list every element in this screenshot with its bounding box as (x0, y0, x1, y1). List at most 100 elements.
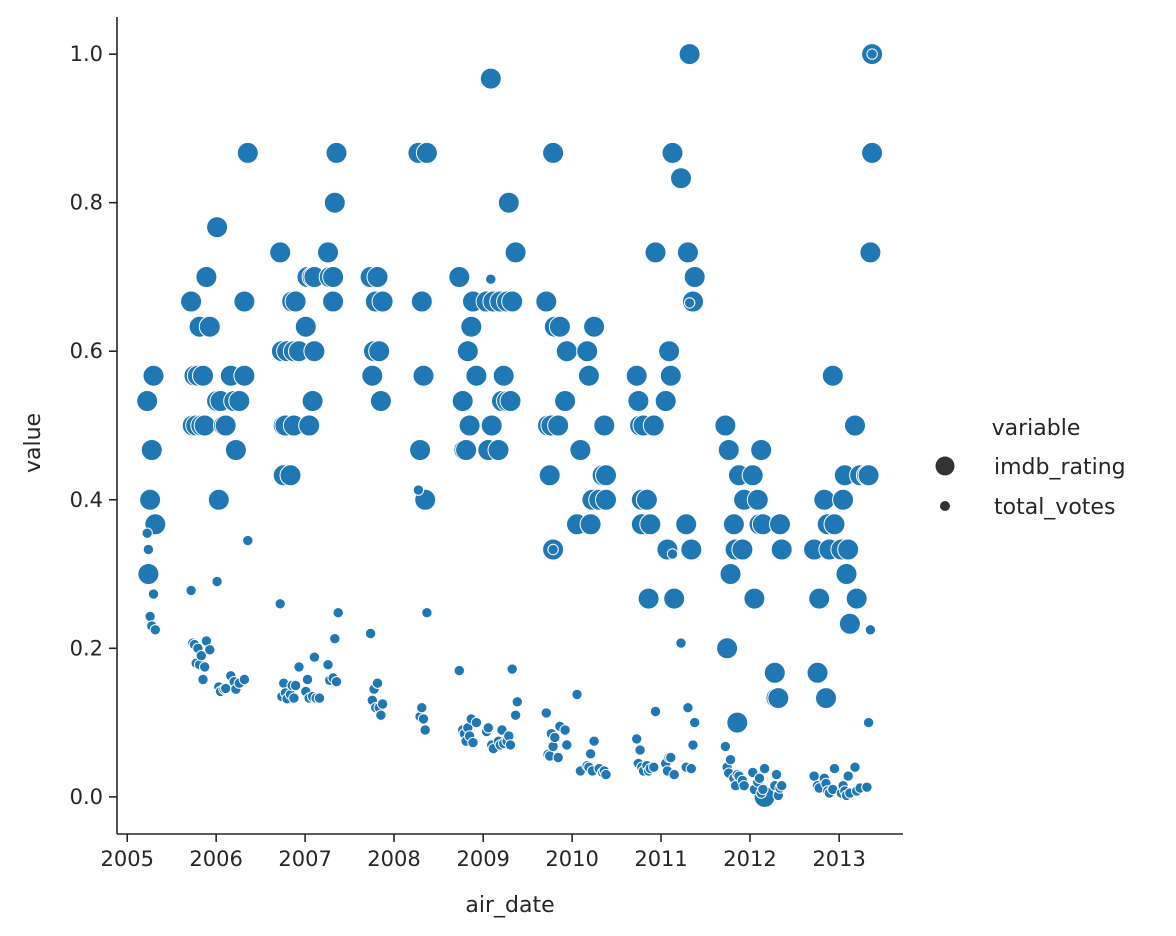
point-imdb-rating (625, 364, 648, 387)
point-imdb-rating (456, 340, 479, 363)
point-total-votes (757, 783, 769, 796)
legend: variable imdb_rating total_votes (935, 416, 1126, 520)
point-total-votes (504, 739, 517, 751)
point-imdb-rating (136, 390, 159, 412)
point-imdb-rating (322, 266, 345, 288)
point-total-votes (738, 780, 750, 792)
point-imdb-rating (368, 340, 391, 363)
point-imdb-rating (813, 488, 836, 511)
point-total-votes (416, 702, 428, 714)
point-imdb-rating (675, 513, 698, 536)
point-imdb-rating (542, 141, 565, 164)
point-imdb-rating (661, 141, 684, 164)
point-total-votes (375, 709, 387, 721)
point-imdb-rating (501, 290, 524, 313)
point-imdb-rating (412, 364, 435, 387)
point-total-votes (376, 698, 389, 710)
point-total-votes (509, 709, 522, 721)
point-imdb-rating (680, 538, 703, 561)
point-total-votes (185, 584, 197, 597)
point-total-votes (506, 663, 518, 675)
point-total-votes (485, 273, 497, 285)
y-tick-label: 0.6 (70, 339, 103, 363)
point-imdb-rating (770, 538, 793, 561)
point-imdb-rating (195, 266, 218, 288)
point-total-votes (685, 762, 697, 775)
point-total-votes (600, 768, 612, 781)
point-total-votes (421, 607, 433, 619)
point-imdb-rating (538, 464, 561, 487)
point-imdb-rating (627, 390, 650, 412)
point-total-votes (682, 702, 694, 714)
point-total-votes (561, 739, 573, 751)
point-total-votes (866, 48, 878, 60)
y-ticks: 0.0 0.2 0.4 0.6 0.8 1.0 (70, 42, 117, 809)
x-tick-label: 2011 (634, 847, 687, 871)
axes (116, 17, 903, 835)
point-total-votes (144, 610, 156, 623)
point-imdb-rating (554, 390, 577, 412)
point-imdb-rating (644, 241, 667, 264)
point-imdb-rating (294, 315, 317, 338)
point-total-votes (862, 716, 875, 729)
point-imdb-rating (361, 364, 384, 387)
point-imdb-rating (140, 439, 163, 461)
y-tick-label: 0.8 (70, 191, 103, 215)
point-imdb-rating (504, 241, 527, 264)
point-total-votes (549, 731, 561, 744)
point-imdb-rating (861, 141, 884, 164)
point-imdb-rating (479, 67, 502, 90)
point-total-votes (199, 661, 211, 673)
point-imdb-rating (859, 241, 882, 264)
point-imdb-rating (714, 414, 737, 437)
point-imdb-rating (323, 191, 346, 214)
point-imdb-rating (717, 439, 740, 461)
point-total-votes (687, 739, 699, 751)
point-total-votes (412, 484, 425, 496)
point-total-votes (482, 722, 494, 734)
point-total-votes (419, 724, 431, 736)
point-imdb-rating (763, 661, 786, 684)
point-total-votes (588, 735, 600, 747)
point-total-votes (861, 781, 873, 793)
point-total-votes (308, 651, 321, 663)
point-imdb-rating (206, 216, 229, 239)
x-tick-label: 2012 (723, 847, 776, 871)
point-imdb-rating (743, 587, 766, 610)
point-total-votes (631, 733, 643, 745)
point-imdb-rating (410, 290, 433, 313)
legend-marker-imdb-rating (935, 456, 955, 476)
y-axis-label: value (21, 413, 46, 473)
point-total-votes (238, 673, 251, 686)
point-imdb-rating (654, 390, 677, 412)
point-imdb-rating (835, 563, 858, 585)
point-imdb-rating (815, 687, 837, 710)
point-total-votes (147, 588, 160, 600)
point-imdb-rating (750, 439, 773, 461)
point-imdb-rating (451, 390, 474, 412)
point-imdb-rating (683, 266, 706, 288)
point-imdb-rating (844, 414, 866, 437)
point-imdb-rating (180, 290, 203, 313)
point-total-votes (849, 761, 861, 773)
point-imdb-rating (535, 290, 558, 313)
point-imdb-rating (823, 513, 846, 536)
point-imdb-rating (635, 488, 658, 511)
point-total-votes (758, 762, 771, 775)
point-imdb-rating (193, 414, 216, 437)
point-imdb-rating (637, 587, 660, 610)
point-total-votes (453, 664, 465, 677)
point-imdb-rating (726, 711, 749, 734)
point-total-votes (141, 527, 153, 539)
legend-marker-total-votes (940, 501, 950, 511)
point-imdb-rating (678, 43, 701, 66)
point-total-votes (329, 633, 341, 645)
point-imdb-rating (837, 538, 860, 561)
point-total-votes (724, 754, 737, 766)
point-total-votes (665, 751, 677, 764)
point-total-votes (149, 624, 162, 636)
y-tick-label: 0.0 (70, 785, 103, 809)
point-imdb-rating (322, 290, 345, 313)
point-imdb-rating (731, 538, 754, 561)
